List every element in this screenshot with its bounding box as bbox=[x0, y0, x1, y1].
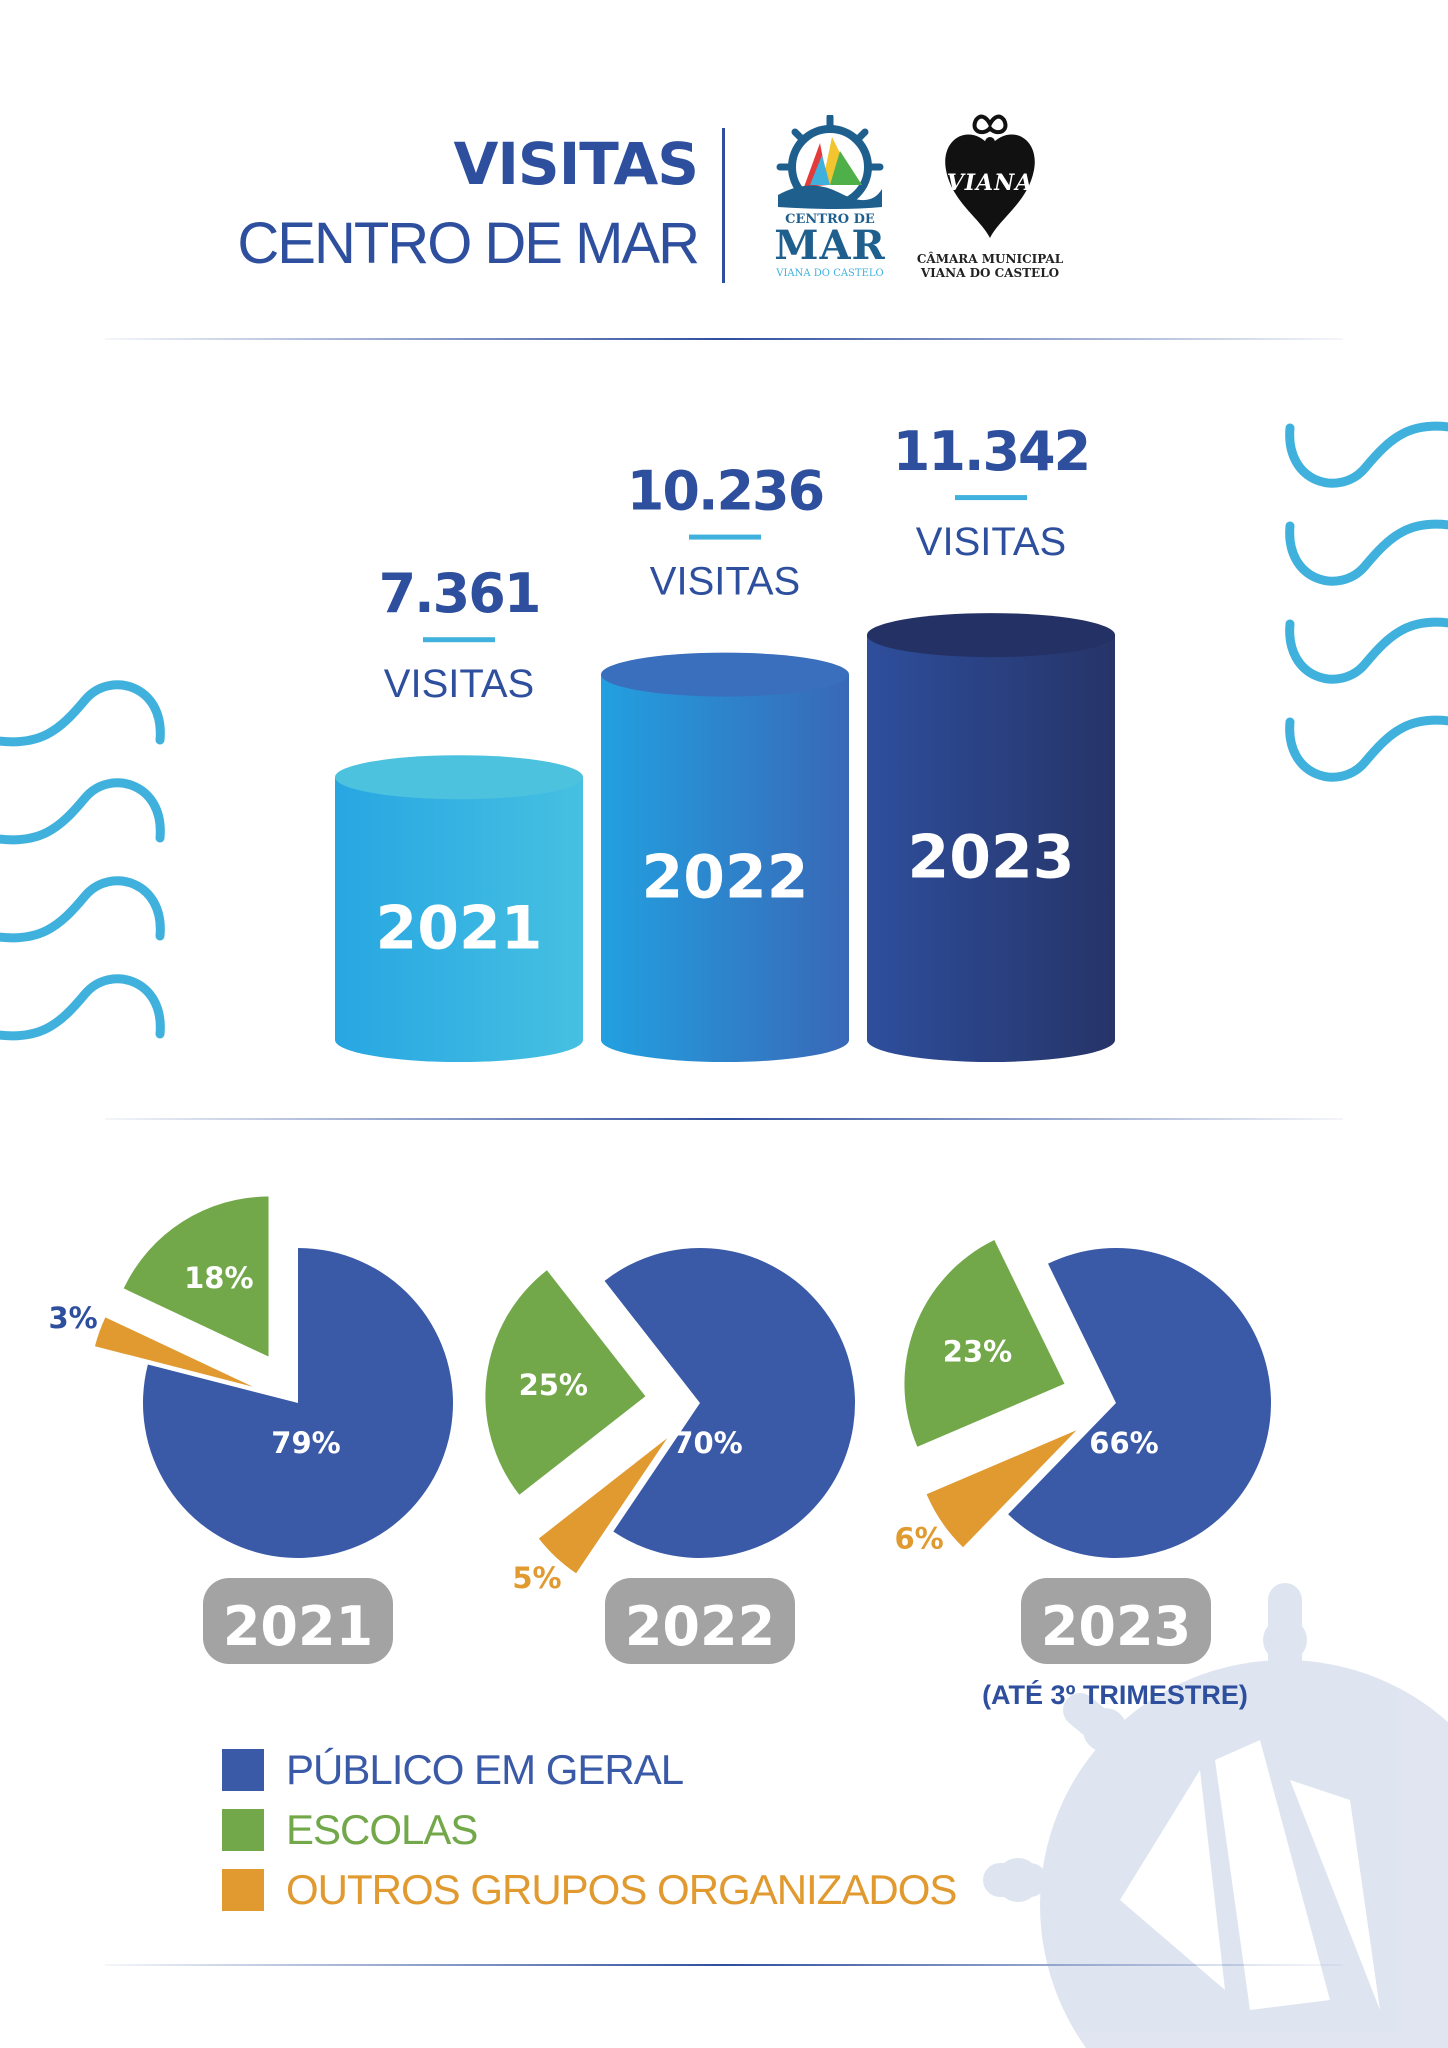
legend-item-publico: PÚBLICO EM GERAL bbox=[222, 1746, 684, 1793]
pie-2023-label-publico: 66% bbox=[1089, 1426, 1158, 1460]
bar-cylinder-top-2021 bbox=[335, 755, 583, 800]
divider-top bbox=[105, 338, 1343, 340]
legend-label-outros: OUTROS GRUPOS ORGANIZADOS bbox=[286, 1866, 957, 1913]
wave-left-1 bbox=[0, 680, 165, 747]
pie-2022-label-outros: 5% bbox=[512, 1561, 561, 1595]
wave-left-3 bbox=[0, 876, 165, 943]
pie-2023-note: (ATÉ 3º TRIMESTRE) bbox=[982, 1680, 1248, 1710]
pie-2022-slice-outros bbox=[538, 1438, 668, 1574]
pie-2022-year-badge bbox=[605, 1578, 795, 1664]
wave-right-3 bbox=[1285, 617, 1448, 684]
pie-2023-slice-outros bbox=[926, 1430, 1077, 1548]
bar-unit-label-2022: VISITAS bbox=[650, 560, 800, 604]
pie-2022-year-label: 2022 bbox=[625, 1595, 775, 1658]
bar-unit-label-2021: VISITAS bbox=[384, 662, 534, 706]
divider-middle bbox=[105, 1118, 1343, 1120]
pie-2022-slice-publico bbox=[604, 1248, 855, 1558]
legend-item-outros: OUTROS GRUPOS ORGANIZADOS bbox=[222, 1866, 957, 1913]
bar-value-underline-2022 bbox=[689, 534, 761, 540]
bar-value-label-2022: 10.236 bbox=[627, 460, 823, 523]
bar-value-underline-2023 bbox=[955, 495, 1027, 501]
bar-cylinder-2021 bbox=[335, 777, 583, 1062]
pie-2021-year-label: 2021 bbox=[223, 1595, 373, 1658]
pie-2021-label-escolas: 18% bbox=[184, 1261, 253, 1295]
viana-heart-logo-icon bbox=[945, 114, 1035, 238]
logo-camara-line2: VIANA DO CASTELO bbox=[920, 266, 1060, 280]
pie-2021-year-badge bbox=[203, 1578, 393, 1664]
bar-year-label-2022: 2022 bbox=[642, 842, 809, 912]
wave-right-4 bbox=[1285, 715, 1448, 782]
pie-2021-slice-escolas bbox=[123, 1196, 269, 1357]
pie-2023-year-label: 2023 bbox=[1041, 1595, 1191, 1658]
bar-value-underline-2021 bbox=[423, 637, 495, 643]
bar-unit-label-2023: VISITAS bbox=[916, 520, 1066, 564]
header-vertical-divider bbox=[722, 128, 725, 283]
centro-de-mar-logo-icon bbox=[776, 115, 884, 209]
bar-year-label-2023: 2023 bbox=[908, 823, 1075, 893]
bar-cylinder-top-2022 bbox=[601, 652, 849, 697]
bar-year-label-2021: 2021 bbox=[376, 894, 543, 964]
wave-right-2 bbox=[1285, 519, 1448, 586]
waves-left-decoration bbox=[0, 680, 165, 1041]
pie-2021-slice-publico bbox=[143, 1248, 454, 1559]
legend-label-escolas: ESCOLAS bbox=[286, 1806, 478, 1853]
pie-2022-label-escolas: 25% bbox=[519, 1368, 588, 1402]
helm-watermark-icon bbox=[983, 1583, 1448, 2048]
logo-camara-line1: CÂMARA MUNICIPAL bbox=[916, 252, 1064, 266]
waves-right-decoration bbox=[1285, 421, 1448, 782]
legend-swatch-publico bbox=[222, 1749, 264, 1791]
pie-2023-label-escolas: 23% bbox=[943, 1334, 1012, 1368]
legend-swatch-escolas bbox=[222, 1809, 264, 1851]
pie-2021-label-publico: 79% bbox=[271, 1426, 340, 1460]
pie-2022-label-publico: 70% bbox=[673, 1426, 742, 1460]
pie-2022-slice-escolas bbox=[485, 1270, 646, 1495]
bar-cylinder-2023 bbox=[867, 635, 1115, 1062]
pie-2023-slice-publico bbox=[1008, 1248, 1271, 1558]
pie-2023-label-outros: 6% bbox=[894, 1521, 943, 1555]
wave-left-2 bbox=[0, 778, 165, 845]
legend-label-publico: PÚBLICO EM GERAL bbox=[286, 1746, 684, 1793]
logo-centro-line3: VIANA DO CASTELO bbox=[776, 268, 884, 279]
bar-value-label-2023: 11.342 bbox=[893, 420, 1089, 483]
logo-centro-line2: MAR bbox=[774, 222, 886, 269]
pie-2023-slice-escolas bbox=[904, 1240, 1065, 1447]
logo-centro-line1: CENTRO DE bbox=[785, 212, 875, 227]
bar-value-label-2021: 7.361 bbox=[379, 562, 540, 625]
bar-cylinder-2022 bbox=[601, 674, 849, 1062]
legend-item-escolas: ESCOLAS bbox=[222, 1806, 478, 1853]
title-light: CENTRO DE MAR bbox=[237, 211, 700, 276]
bar-cylinder-top-2023 bbox=[867, 613, 1115, 658]
pie-2021-slice-outros bbox=[94, 1317, 253, 1387]
legend-swatch-outros bbox=[222, 1869, 264, 1911]
wave-left-4 bbox=[0, 974, 165, 1041]
wave-right-1 bbox=[1285, 421, 1448, 488]
divider-bottom bbox=[105, 1964, 1343, 1966]
pie-2023-year-badge bbox=[1021, 1578, 1211, 1664]
pie-2021-label-outros: 3% bbox=[49, 1301, 98, 1335]
title-bold: VISITAS bbox=[453, 130, 699, 198]
logo-viana-word: VIANA bbox=[946, 170, 1034, 196]
